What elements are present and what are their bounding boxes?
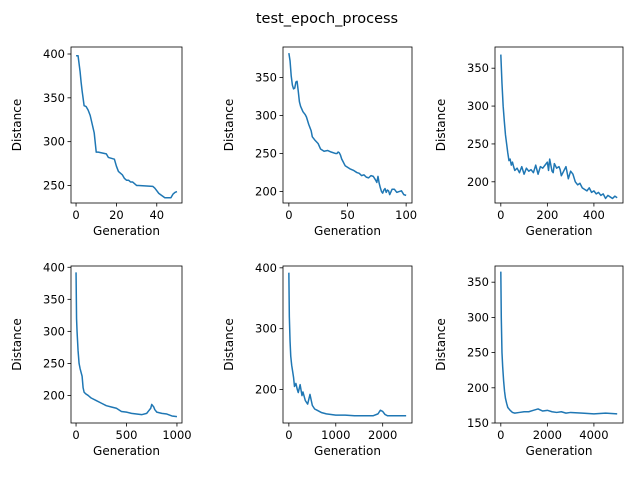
y-axis-label: Distance (434, 318, 448, 370)
x-tick-label: 2000 (368, 428, 397, 442)
y-tick-label: 200 (467, 381, 489, 395)
y-tick-label: 350 (467, 61, 489, 75)
y-tick-label: 300 (43, 135, 65, 149)
axes-frame (494, 46, 624, 204)
x-tick-label: 40 (149, 208, 164, 222)
x-axis-label: Generation (314, 224, 381, 238)
x-tick-label: 0 (285, 428, 292, 442)
y-tick-label: 400 (43, 47, 65, 61)
x-axis-label: Generation (526, 224, 593, 238)
y-tick-label: 300 (255, 322, 277, 336)
series-line-1 (288, 52, 407, 197)
y-tick-label: 300 (43, 324, 65, 338)
series-line-1 (75, 272, 178, 418)
y-tick-label: 200 (43, 388, 65, 402)
subplot-6: 0 2000 4000 150 200 250 300 350 Generation Distan… (434, 265, 624, 458)
y-axis-label: Distance (10, 318, 24, 370)
subplot-1: 0 20 40 250 300 350 400 Generation Distance (10, 46, 183, 238)
axes-frame (70, 265, 183, 424)
x-tick-label: 2000 (533, 428, 562, 442)
y-tick-label: 200 (255, 383, 277, 397)
x-axis-label: Generation (526, 444, 593, 458)
x-tick-label: 100 (395, 208, 417, 222)
subplot-4: 0 500 1000 200 250 300 350 400 Generation Distanc… (10, 260, 192, 458)
x-tick-label: 1000 (321, 428, 350, 442)
axes-frame (494, 265, 624, 424)
y-tick-label: 300 (467, 310, 489, 324)
axes-frame (282, 46, 413, 204)
y-tick-label: 350 (43, 91, 65, 105)
subplot-2: 0 50 100 200 250 300 350 Generation Distance (222, 46, 417, 238)
x-tick-label: 0 (285, 208, 292, 222)
series-line-1 (288, 272, 407, 417)
x-tick-label: 20 (109, 208, 124, 222)
axes-frame (282, 265, 413, 424)
y-tick-label: 400 (43, 260, 65, 274)
series-line-1 (76, 55, 178, 199)
figure-title: test_epoch_process (256, 11, 398, 27)
x-tick-label: 200 (536, 208, 558, 222)
y-tick-label: 400 (255, 261, 277, 275)
subplots: 0 20 40 250 300 350 400 Generation Distance 0 50 10… (10, 46, 624, 458)
y-axis-label: Distance (434, 99, 448, 151)
y-axis-label: Distance (222, 99, 236, 151)
x-tick-label: 0 (72, 208, 79, 222)
x-axis-label: Generation (93, 444, 160, 458)
x-axis-label: Generation (314, 444, 381, 458)
y-tick-label: 200 (467, 175, 489, 189)
x-tick-label: 0 (72, 428, 79, 442)
y-tick-label: 200 (255, 185, 277, 199)
x-tick-label: 1000 (162, 428, 191, 442)
y-tick-label: 250 (43, 356, 65, 370)
y-tick-label: 250 (255, 147, 277, 161)
x-tick-label: 4000 (579, 428, 608, 442)
subplot-3: 0 200 400 200 250 300 350 Generation Distance (434, 46, 624, 238)
y-tick-label: 150 (467, 416, 489, 430)
x-tick-label: 400 (583, 208, 605, 222)
x-axis-label: Generation (93, 224, 160, 238)
y-tick-label: 300 (255, 108, 277, 122)
subplot-5: 0 1000 2000 200 300 400 Generation Distance (222, 261, 413, 458)
y-tick-label: 350 (43, 292, 65, 306)
x-tick-label: 0 (497, 428, 504, 442)
x-tick-label: 0 (497, 208, 504, 222)
y-tick-label: 250 (467, 346, 489, 360)
series-line-1 (500, 54, 618, 200)
y-axis-label: Distance (222, 318, 236, 370)
series-line-1 (500, 271, 618, 415)
x-tick-label: 500 (116, 428, 138, 442)
y-tick-label: 350 (255, 70, 277, 84)
axes-frame (70, 46, 183, 204)
y-tick-label: 250 (467, 137, 489, 151)
x-tick-label: 50 (340, 208, 355, 222)
y-tick-label: 350 (467, 275, 489, 289)
y-tick-label: 300 (467, 99, 489, 113)
y-tick-label: 250 (43, 178, 65, 192)
y-axis-label: Distance (10, 99, 24, 151)
